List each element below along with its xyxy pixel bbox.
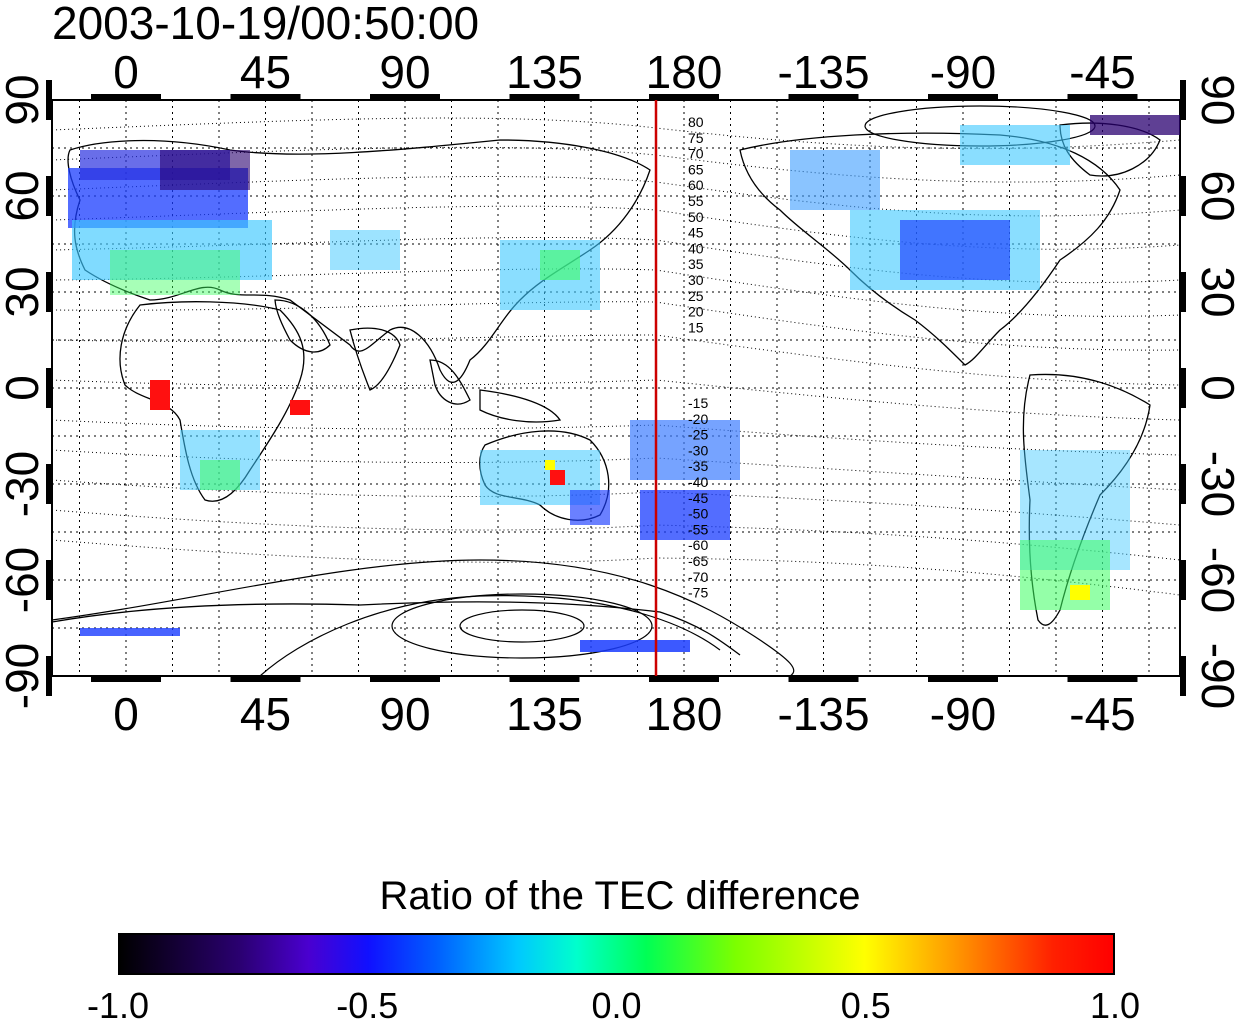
lat-label-left: 30 (0, 266, 48, 317)
lat-label-left: -30 (0, 451, 48, 517)
contour-label: 65 (688, 161, 704, 177)
contour-label: 20 (688, 304, 704, 320)
lon-label-bottom: 90 (379, 688, 430, 740)
lat-label-right: 60 (1192, 170, 1240, 221)
lon-label-top: -90 (930, 46, 996, 98)
contour-label: 55 (688, 193, 704, 209)
contour-label: -65 (688, 553, 708, 569)
continent-outlines (52, 122, 1161, 656)
contour-label: 80 (688, 114, 704, 130)
contour-label: 25 (688, 288, 704, 304)
colorbar-tick-label: -1.0 (86, 985, 150, 1026)
lon-label-top: -45 (1069, 46, 1135, 98)
colorbar-tick-label: 0.5 (840, 985, 891, 1026)
lat-label-left: 90 (0, 74, 48, 125)
bottom-longitude-labels: 0 45 90 135 180 -135 -90 -45 (113, 688, 1136, 740)
contour-label: 15 (688, 319, 704, 335)
axis-border-bars (46, 80, 1186, 696)
colorbar-title: Ratio of the TEC difference (379, 874, 861, 918)
lon-label-top: 0 (113, 46, 139, 98)
lon-label-top: 90 (379, 46, 430, 98)
lon-label-top: -135 (777, 46, 869, 98)
colorbar-tick-label: -0.5 (336, 985, 399, 1026)
tec-data-patches (68, 115, 1180, 652)
southeast-asia-outline (429, 359, 562, 423)
lat-label-left: 0 (0, 375, 48, 401)
lat-label-left: 60 (0, 170, 48, 221)
lat-label-right: -30 (1192, 451, 1240, 517)
contour-label: -70 (688, 569, 708, 585)
lat-label-right: 90 (1192, 74, 1240, 125)
antarctica-outline (52, 601, 741, 656)
contour-label: -50 (688, 506, 708, 522)
top-longitude-labels: 0 45 90 135 180 -135 -90 -45 (113, 46, 1136, 98)
left-latitude-labels: 90 60 30 0 -30 -60 -90 (0, 74, 48, 709)
map-title: 2003-10-19/00:50:00 (52, 0, 480, 49)
lat-label-right: -90 (1192, 643, 1240, 709)
lon-label-bottom: 135 (506, 688, 583, 740)
contour-label: 35 (688, 256, 704, 272)
lon-label-bottom: -135 (777, 688, 869, 740)
contour-label: 30 (688, 272, 704, 288)
contour-label: -30 (688, 442, 708, 458)
contour-label: -40 (688, 474, 708, 490)
lon-label-bottom: 0 (113, 688, 139, 740)
lat-label-left: -90 (0, 643, 48, 709)
contour-label: -35 (688, 458, 708, 474)
india-outline (349, 327, 401, 391)
lat-label-right: 30 (1192, 266, 1240, 317)
lon-label-top: 135 (506, 46, 583, 98)
lon-label-top: 45 (240, 46, 291, 98)
lat-label-right: -60 (1192, 547, 1240, 613)
lon-label-bottom: -90 (930, 688, 996, 740)
contour-label: 50 (688, 209, 704, 225)
contour-label: -25 (688, 427, 708, 443)
lon-label-bottom: 180 (646, 688, 723, 740)
contour-label: 75 (688, 130, 704, 146)
arabia-outline (274, 299, 331, 353)
contour-label: -45 (688, 490, 708, 506)
contour-label: -15 (688, 395, 708, 411)
colorbar-tick-label: 1.0 (1089, 985, 1141, 1026)
contour-label: 70 (688, 146, 704, 162)
colorbar (118, 933, 1115, 975)
contour-label: 45 (688, 225, 704, 241)
contour-label: -60 (688, 537, 708, 553)
right-latitude-labels: 90 60 30 0 -30 -60 -90 (1192, 74, 1240, 709)
contour-label: -20 (688, 411, 708, 427)
lon-label-bottom: -45 (1069, 688, 1135, 740)
lon-label-top: 180 (646, 46, 723, 98)
contour-label: -75 (688, 585, 708, 601)
lon-label-bottom: 45 (240, 688, 291, 740)
contour-label: -55 (688, 521, 708, 537)
contour-label: 40 (688, 240, 704, 256)
contour-label: 60 (688, 177, 704, 193)
colorbar-tick-label: 0.0 (591, 985, 642, 1026)
europe-asia-outline (67, 139, 651, 383)
lat-label-left: -60 (0, 547, 48, 613)
lat-label-right: 0 (1192, 375, 1240, 401)
